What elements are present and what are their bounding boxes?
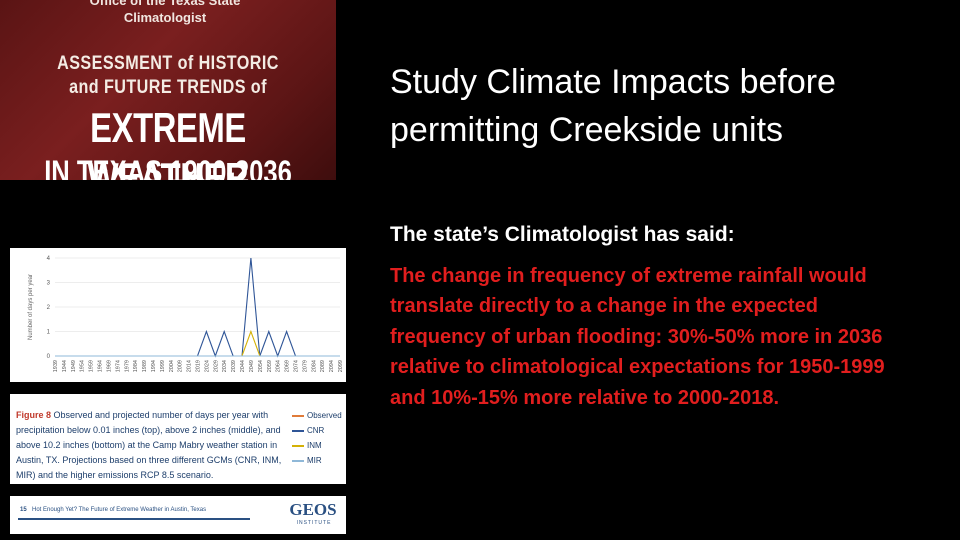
legend-item: MIR <box>292 453 344 468</box>
chart-xtick-label: 2039 <box>231 360 237 372</box>
footer-rule <box>18 518 250 520</box>
legend-item: Observed <box>292 408 344 423</box>
cover-office-line1: Office of the Texas State <box>89 0 241 8</box>
chart-series-inm <box>55 329 340 357</box>
chart-xtick-label: 2019 <box>196 360 202 372</box>
chart-xtick-label: 2079 <box>302 360 308 372</box>
figure-label: Figure 8 <box>16 410 52 420</box>
chart-xtick-label: 2034 <box>222 360 228 372</box>
chart-ytick-label: 3 <box>47 281 51 287</box>
chart-xtick-label: 2054 <box>258 360 264 372</box>
legend-swatch <box>292 414 304 417</box>
chart-xtick-label: 2044 <box>240 360 246 372</box>
chart-xtick-label: 1944 <box>62 360 68 372</box>
chart-xtick-label: 1964 <box>98 360 104 372</box>
chart-xtick-label: 2099 <box>338 360 344 372</box>
chart-xtick-label: 1989 <box>142 360 148 372</box>
page-number: 15 <box>20 507 27 513</box>
chart-xtick-label: 2029 <box>213 360 219 372</box>
chart-xtick-label: 1979 <box>124 360 130 372</box>
chart-ytick-label: 0 <box>47 354 51 360</box>
legend-item: INM <box>292 438 344 453</box>
cover-office-text: Office of the Texas State Climatologist <box>40 0 290 26</box>
chart-xtick-label: 1969 <box>106 360 112 372</box>
chart-xtick-label: 1994 <box>151 360 157 372</box>
geos-logo: GEOS <box>289 500 337 519</box>
cover-assessment-text: ASSESSMENT of HISTORIC and FUTURE TRENDS… <box>25 52 311 100</box>
report-footer: 15 Hot Enough Yet? The Future of Extreme… <box>10 496 346 534</box>
intro-text: The state’s Climatologist has said: <box>390 223 735 246</box>
chart-xtick-label: 2069 <box>285 360 291 372</box>
precipitation-chart: Number of days per year 0 1 2 3 4 1939 1944 1949… <box>10 248 346 382</box>
legend-label: INM <box>307 441 322 450</box>
chart-legend: Observed CNR INM MIR <box>292 408 344 468</box>
chart-ytick-label: 4 <box>47 256 51 262</box>
chart-xtick-label: 2014 <box>187 360 193 372</box>
chart-ytick-label: 2 <box>47 305 51 311</box>
figure-caption-panel: Figure 8 Observed and projected number o… <box>10 394 346 484</box>
cover-assessment-line1: ASSESSMENT of HISTORIC <box>57 53 279 74</box>
chart-xtick-label: 2064 <box>276 360 282 372</box>
chart-xtick-label: 2004 <box>169 360 175 372</box>
chart-xtick-label: 2009 <box>178 360 184 372</box>
chart-xtick-label: 1949 <box>71 360 77 372</box>
figure-caption: Figure 8 Observed and projected number o… <box>16 408 286 483</box>
chart-ytick-label: 1 <box>47 330 51 336</box>
chart-svg: Number of days per year 0 1 2 3 4 1939 1944 1949… <box>28 256 344 372</box>
report-cover-image: Office of the Texas State Climatologist … <box>0 0 336 180</box>
chart-xtick-label: 1974 <box>115 360 121 372</box>
chart-xtick-label: 1954 <box>80 360 86 372</box>
legend-swatch <box>292 444 304 447</box>
figure-caption-text: Observed and projected number of days pe… <box>16 410 282 480</box>
cover-assessment-line2: and FUTURE TRENDS of <box>69 77 267 98</box>
legend-item: CNR <box>292 423 344 438</box>
chart-xtick-label: 1999 <box>160 360 166 372</box>
geos-logo-subtitle: INSTITUTE <box>296 520 332 526</box>
quote-text: The change in frequency of extreme rainf… <box>390 265 885 409</box>
footer-text: Hot Enough Yet? The Future of Extreme We… <box>32 507 207 513</box>
chart-xtick-label: 2049 <box>249 360 255 372</box>
cover-headline: EXTREME WEATHER <box>87 104 249 180</box>
legend-swatch <box>292 459 304 462</box>
legend-label: Observed <box>307 411 342 420</box>
chart-xtick-label: 1959 <box>89 360 95 372</box>
legend-swatch <box>292 429 304 432</box>
chart-xtick-label: 1939 <box>53 360 59 372</box>
legend-label: MIR <box>307 456 322 465</box>
chart-xtick-label: 2024 <box>204 360 210 372</box>
slide-title: Study Climate Impacts before permitting … <box>390 63 836 149</box>
chart-xtick-label: 2084 <box>311 360 317 372</box>
chart-xtick-label: 2059 <box>267 360 273 372</box>
legend-label: CNR <box>307 426 325 435</box>
chart-xtick-label: 2094 <box>329 360 335 372</box>
chart-xtick-label: 2074 <box>293 360 299 372</box>
chart-ylabel: Number of days per year <box>28 274 34 340</box>
cover-office-line2: Climatologist <box>123 10 207 25</box>
chart-xtick-label: 1984 <box>133 360 139 372</box>
chart-xtick-label: 2089 <box>320 360 326 372</box>
cover-headline-years: IN TEXAS 1900-2036 <box>44 154 292 180</box>
